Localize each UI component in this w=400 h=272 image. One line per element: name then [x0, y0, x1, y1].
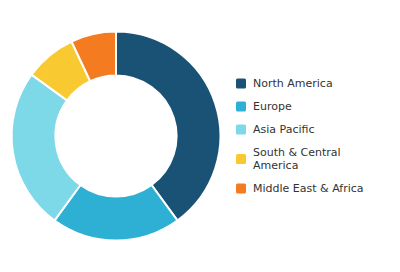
legend-label: Asia Pacific [253, 123, 315, 136]
legend-swatch [236, 102, 246, 112]
legend-label: South & CentralAmerica [253, 146, 341, 172]
legend-swatch [236, 79, 246, 89]
slice [116, 32, 220, 221]
chart-container: North America Europe Asia Pacific South & C… [0, 0, 400, 272]
legend-swatch [236, 184, 246, 194]
legend-label: North America [253, 77, 333, 90]
legend-item: North America [236, 77, 333, 90]
slice [72, 32, 116, 82]
legend-swatch [236, 125, 246, 135]
legend-item: South & CentralAmerica [236, 146, 341, 172]
legend-swatch [236, 154, 246, 164]
slices [12, 32, 221, 241]
legend-item: Middle East & Africa [236, 182, 364, 195]
legend-label: Middle East & Africa [253, 182, 364, 195]
legend-item: Europe [236, 100, 292, 113]
legend-item: Asia Pacific [236, 123, 315, 136]
chart: North America Europe Asia Pacific South & C… [0, 0, 400, 272]
legend-label: Europe [253, 100, 292, 113]
legend: North America Europe Asia Pacific South & C… [236, 77, 364, 195]
